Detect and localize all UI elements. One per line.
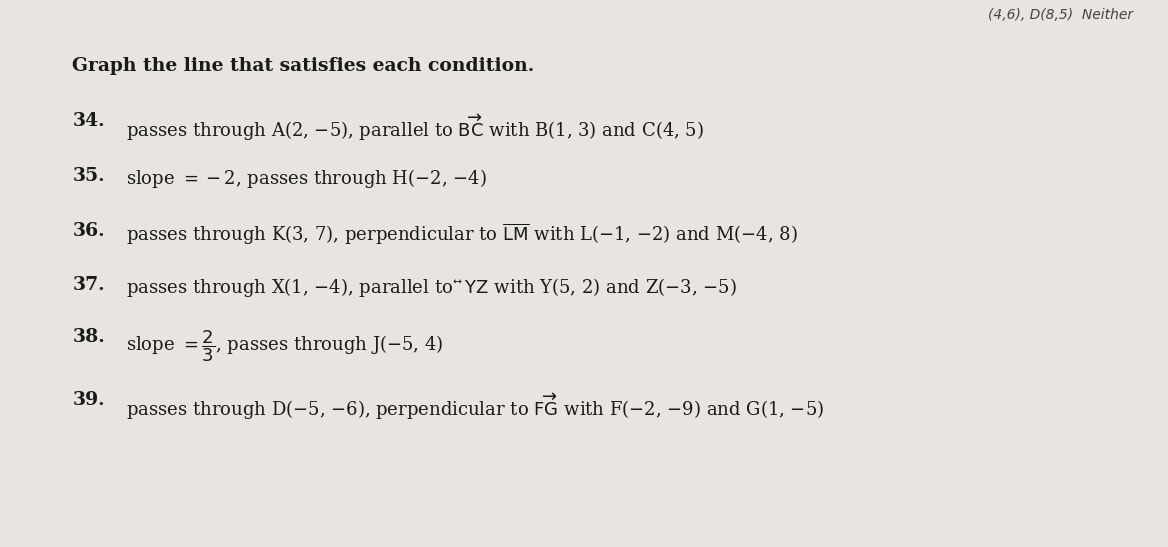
Text: passes through K(3, 7), perpendicular to $\overline{\mathrm{LM}}$ with L($-$1, $: passes through K(3, 7), perpendicular to… (126, 222, 798, 247)
Text: slope $= \dfrac{2}{3}$, passes through J($-$5, 4): slope $= \dfrac{2}{3}$, passes through J… (126, 328, 444, 364)
Text: passes through D($-$5, $-$6), perpendicular to $\overrightarrow{\mathrm{FG}}$ wi: passes through D($-$5, $-$6), perpendicu… (126, 391, 825, 422)
Text: 35.: 35. (72, 167, 105, 185)
Text: (4,6), D(8,5)  Neither: (4,6), D(8,5) Neither (988, 8, 1133, 22)
Text: 37.: 37. (72, 276, 105, 294)
Text: 38.: 38. (72, 328, 105, 346)
Text: passes through A(2, $-$5), parallel to $\overrightarrow{\mathrm{BC}}$ with B(1, : passes through A(2, $-$5), parallel to $… (126, 112, 704, 143)
Text: 34.: 34. (72, 112, 105, 130)
Text: slope $= -$2, passes through H($-$2, $-$4): slope $= -$2, passes through H($-$2, $-$… (126, 167, 487, 190)
Text: 36.: 36. (72, 222, 105, 240)
Text: passes through X(1, $-$4), parallel to $\overleftrightarrow{\mathrm{YZ}}$ with Y: passes through X(1, $-$4), parallel to $… (126, 276, 737, 299)
Text: 39.: 39. (72, 391, 105, 409)
Text: Graph the line that satisfies each condition.: Graph the line that satisfies each condi… (72, 57, 535, 75)
